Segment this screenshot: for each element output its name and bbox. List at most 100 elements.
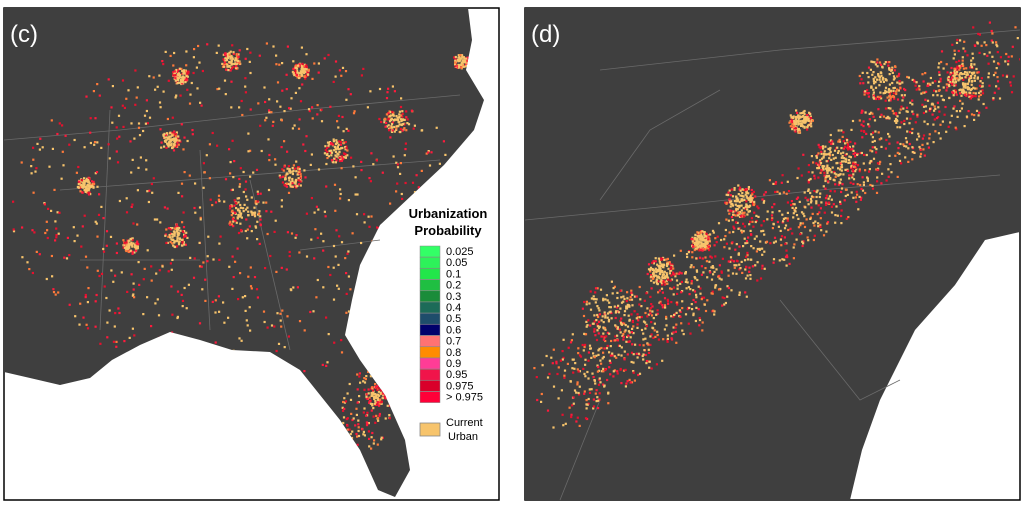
urban-cell [635, 352, 638, 355]
urban-cell [647, 313, 650, 316]
urban-cell [622, 369, 626, 372]
urban-cell [283, 140, 286, 143]
urban-cell [875, 168, 878, 171]
urban-cell [696, 238, 699, 241]
urban-cell [880, 97, 883, 100]
legend-label: 0.1 [446, 268, 461, 280]
urban-cell [622, 300, 625, 303]
urban-cell [923, 120, 926, 123]
urban-cell [80, 179, 83, 182]
urban-cell [968, 77, 971, 80]
urban-cell [830, 211, 834, 214]
urban-cell [73, 138, 76, 142]
urban-cell [847, 148, 850, 151]
urban-cell [848, 161, 852, 164]
urban-cell [583, 392, 586, 395]
urban-cell [665, 279, 668, 282]
urban-cell [781, 258, 784, 261]
urban-cell [819, 207, 822, 210]
urban-cell [750, 245, 753, 248]
urban-cell [881, 78, 884, 81]
urban-cell [354, 176, 357, 179]
urban-cell [567, 346, 570, 349]
urban-cell [665, 315, 668, 318]
urban-cell [657, 269, 660, 272]
urban-cell [837, 129, 840, 132]
urban-cell [182, 226, 186, 229]
urban-cell [596, 313, 599, 317]
urban-cell [652, 260, 655, 263]
urban-cell [592, 298, 595, 301]
urban-cell [784, 255, 788, 258]
urban-cell [362, 433, 365, 436]
urban-cell [86, 266, 89, 269]
urban-cell [370, 215, 373, 218]
urban-cell [172, 138, 175, 141]
urban-cell [265, 42, 268, 45]
urban-cell [743, 198, 746, 201]
urban-cell [583, 372, 586, 375]
urban-cell [231, 44, 234, 47]
urban-cell [874, 76, 877, 79]
urban-cell [665, 273, 669, 277]
urban-cell [208, 143, 211, 146]
land [525, 8, 1020, 500]
urban-cell [815, 155, 818, 158]
urban-cell [105, 230, 109, 233]
urban-cell [663, 304, 667, 307]
urban-cell [593, 356, 596, 359]
urban-cell [896, 126, 899, 129]
urban-cell [167, 142, 170, 145]
urban-cell [623, 322, 626, 325]
urban-cell [659, 262, 662, 265]
urban-cell [329, 273, 332, 277]
urban-cell [825, 174, 828, 177]
urban-cell [895, 92, 898, 96]
urban-cell [578, 385, 581, 388]
urban-cell [691, 236, 694, 239]
urban-cell [356, 373, 359, 376]
urban-cell [639, 298, 642, 301]
urban-cell [292, 164, 295, 167]
urban-cell [389, 111, 392, 114]
urban-cell [819, 159, 822, 162]
urban-cell [975, 87, 978, 90]
urban-cell [146, 122, 149, 125]
urban-cell [316, 104, 319, 107]
urban-cell [614, 324, 617, 327]
urban-cell [218, 200, 221, 203]
urban-cell [244, 188, 247, 191]
urban-cell [807, 119, 810, 122]
urban-cell [292, 60, 295, 63]
urban-cell [824, 145, 827, 148]
urban-cell [840, 187, 844, 190]
urban-cell [726, 295, 729, 298]
urban-cell [131, 250, 134, 253]
urban-cell [604, 316, 607, 319]
urban-cell [940, 60, 943, 64]
urban-cell [602, 299, 605, 302]
urban-cell [186, 78, 189, 81]
urban-cell [303, 71, 306, 74]
urban-cell [288, 179, 291, 182]
urban-cell [706, 240, 709, 243]
urban-cell [906, 130, 909, 133]
urban-cell [732, 260, 735, 263]
urban-cell [772, 258, 776, 261]
urban-cell [243, 203, 246, 206]
urban-cell [247, 214, 250, 217]
urban-cell [457, 65, 461, 68]
urban-cell [181, 230, 184, 233]
urban-cell [730, 188, 733, 191]
urban-cell [634, 343, 637, 346]
urban-cell [861, 71, 864, 74]
urban-cell [690, 303, 693, 306]
urban-cell [960, 76, 964, 79]
urban-cell [620, 354, 623, 357]
urban-cell [934, 80, 937, 83]
urban-cell [810, 195, 814, 198]
urban-cell [227, 316, 230, 319]
urban-cell [665, 272, 668, 275]
urban-cell [460, 64, 463, 67]
urban-cell [175, 68, 178, 72]
